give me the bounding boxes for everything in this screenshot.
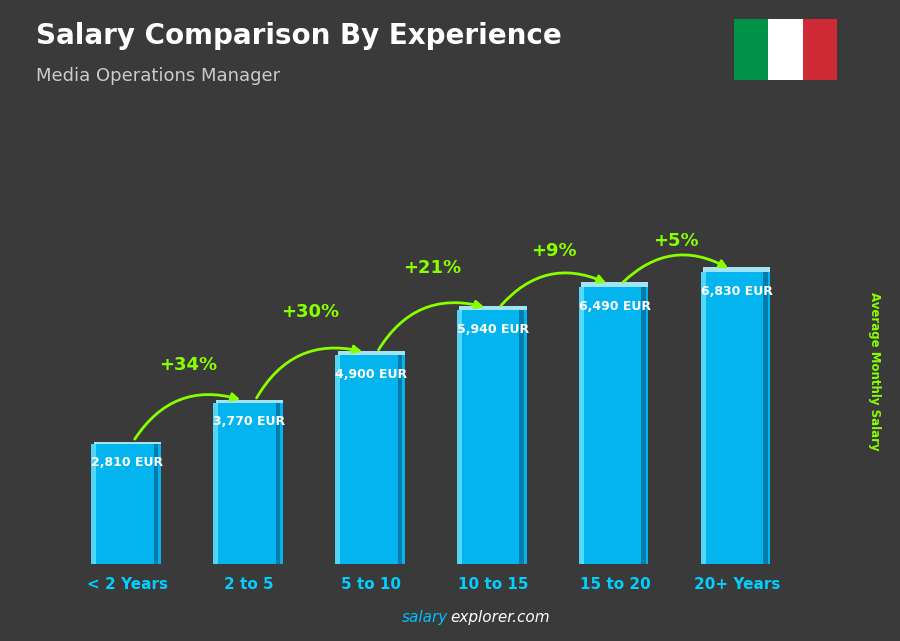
Text: 6,830 EUR: 6,830 EUR <box>701 285 773 298</box>
Bar <box>335 354 340 564</box>
Bar <box>338 354 405 564</box>
Bar <box>154 444 158 564</box>
Bar <box>459 306 526 310</box>
Bar <box>579 287 584 564</box>
Bar <box>763 272 768 564</box>
Text: explorer.com: explorer.com <box>450 610 550 625</box>
Bar <box>581 287 648 564</box>
Text: +21%: +21% <box>403 259 461 277</box>
Text: 3,770 EUR: 3,770 EUR <box>213 415 285 428</box>
Bar <box>216 403 283 564</box>
Text: +30%: +30% <box>281 303 339 321</box>
Text: Salary Comparison By Experience: Salary Comparison By Experience <box>36 22 562 51</box>
Bar <box>338 351 405 354</box>
Bar <box>642 287 646 564</box>
Bar <box>216 400 283 403</box>
Bar <box>398 354 402 564</box>
Bar <box>803 19 837 80</box>
Text: Media Operations Manager: Media Operations Manager <box>36 67 280 85</box>
Text: 5,940 EUR: 5,940 EUR <box>457 323 529 336</box>
Bar <box>91 444 96 564</box>
Bar <box>459 310 526 564</box>
Bar <box>734 19 768 80</box>
Text: +5%: +5% <box>653 231 698 249</box>
Bar <box>703 267 770 272</box>
Bar <box>213 403 218 564</box>
Text: Average Monthly Salary: Average Monthly Salary <box>868 292 881 451</box>
Text: +34%: +34% <box>159 356 217 374</box>
Text: 6,490 EUR: 6,490 EUR <box>579 299 651 313</box>
Bar <box>519 310 524 564</box>
Text: 2,810 EUR: 2,810 EUR <box>91 456 163 469</box>
Text: +9%: +9% <box>531 242 577 260</box>
Bar <box>701 272 706 564</box>
Text: 4,900 EUR: 4,900 EUR <box>335 367 407 381</box>
Bar <box>768 19 803 80</box>
Bar <box>275 403 280 564</box>
Bar <box>94 444 161 564</box>
Bar <box>94 442 161 444</box>
Bar <box>703 272 770 564</box>
Bar <box>581 282 648 287</box>
Text: salary: salary <box>402 610 448 625</box>
Bar <box>457 310 462 564</box>
